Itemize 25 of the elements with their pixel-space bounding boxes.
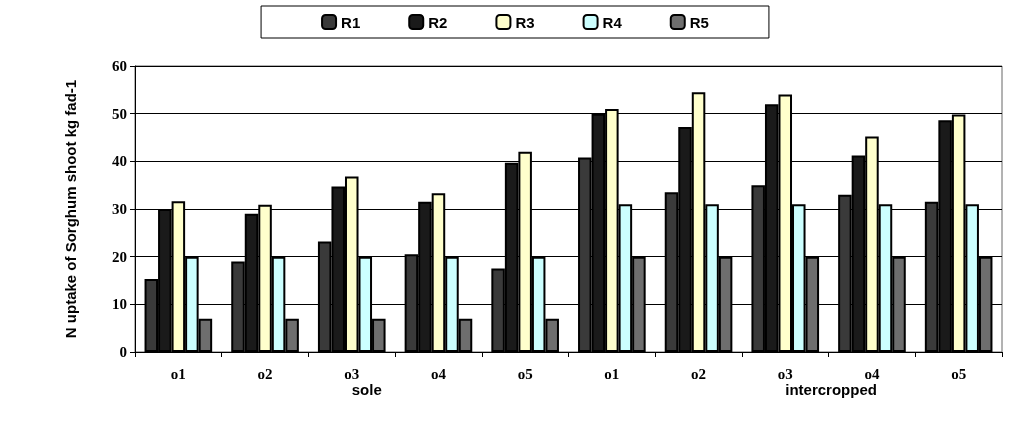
legend-label: R2 <box>428 13 448 31</box>
legend-label: R3 <box>515 13 535 31</box>
y-tick-label: 60 <box>112 58 127 74</box>
y-tick-label: 10 <box>112 296 127 313</box>
y-tick-label: 40 <box>112 153 127 170</box>
x-tick-label: o5 <box>517 365 533 382</box>
x-tick-label: o1 <box>604 365 620 382</box>
y-tick-label: 30 <box>112 201 127 217</box>
x-tick-label: o5 <box>951 365 967 382</box>
x-tick-label: o3 <box>344 365 360 382</box>
text: sole <box>351 381 382 398</box>
y-axis-title: N uptake of Sorghum shoot kg fad-1 <box>61 79 79 339</box>
legend-label: R1 <box>341 13 361 31</box>
y-tick-label: 20 <box>112 248 127 265</box>
x-tick-label: o2 <box>691 365 707 382</box>
x-tick-label: o3 <box>777 365 793 382</box>
y-tick-label: 0 <box>119 344 127 360</box>
legend-label: R5 <box>689 13 709 31</box>
x-tick-label: o1 <box>170 365 186 382</box>
x-tick-label: o2 <box>257 365 273 382</box>
y-tick-label: 50 <box>112 105 127 122</box>
x-tick-label: o4 <box>864 365 880 382</box>
text: intercropped <box>785 381 877 398</box>
x-tick-label: o4 <box>430 365 447 382</box>
legend-label: R4 <box>602 13 623 31</box>
